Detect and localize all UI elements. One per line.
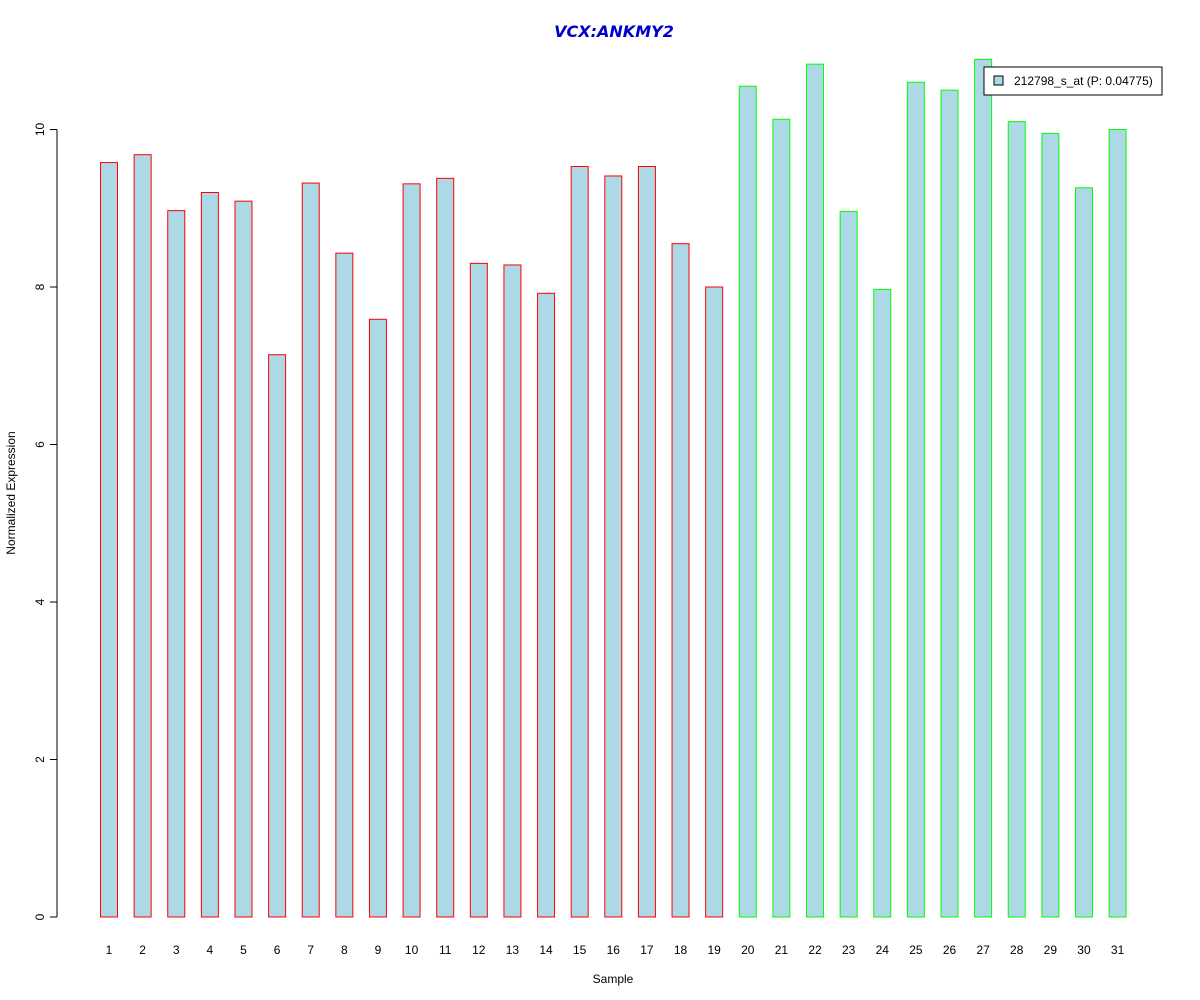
bar-sample-8 (335, 252, 354, 918)
bars-group (100, 58, 1127, 918)
bar-sample-12 (469, 262, 488, 918)
x-tick-label: 14 (539, 943, 553, 957)
bar-sample-17 (637, 166, 656, 918)
y-tick-label: 6 (33, 441, 47, 448)
x-tick-label: 4 (207, 943, 214, 957)
bar-sample-9 (368, 318, 387, 918)
x-tick-label: 12 (472, 943, 486, 957)
legend-box (983, 66, 1163, 96)
x-tick-label: 19 (707, 943, 721, 957)
x-tick-label: 20 (741, 943, 755, 957)
y-tick-label: 8 (33, 283, 47, 290)
x-tick-label: 26 (943, 943, 957, 957)
bar-sample-1 (100, 162, 118, 918)
bar-sample-7 (301, 182, 320, 918)
x-tick-label: 8 (341, 943, 348, 957)
bar-sample-19 (705, 286, 724, 918)
bar-sample-5 (234, 200, 253, 918)
x-tick-label: 29 (1044, 943, 1058, 957)
bar-sample-27 (974, 58, 993, 918)
y-tick-label: 4 (33, 598, 47, 605)
x-tick-label: 23 (842, 943, 856, 957)
x-tick-label: 5 (240, 943, 247, 957)
bar-sample-25 (906, 81, 925, 918)
bar-sample-30 (1074, 187, 1093, 918)
x-tick-label: 16 (607, 943, 621, 957)
legend-swatch (993, 75, 1004, 86)
bar-sample-23 (839, 210, 858, 918)
bar-sample-14 (537, 292, 556, 918)
x-tick-label: 27 (976, 943, 990, 957)
bar-sample-4 (200, 192, 219, 918)
bar-sample-11 (436, 177, 455, 918)
legend: 212798_s_at (P: 0.04775) (983, 66, 1163, 96)
x-tick-label: 17 (640, 943, 654, 957)
bar-sample-24 (873, 288, 892, 918)
bar-sample-28 (1007, 121, 1026, 918)
x-tick-label: 2 (139, 943, 146, 957)
bar-sample-18 (671, 243, 690, 918)
y-axis-label: Normalized Expression (4, 431, 18, 554)
bar-sample-16 (604, 175, 623, 918)
x-tick-label: 25 (909, 943, 923, 957)
bar-sample-29 (1041, 132, 1060, 918)
bar-sample-13 (503, 264, 522, 918)
x-tick-label: 3 (173, 943, 180, 957)
x-tick-label: 10 (405, 943, 419, 957)
y-tick-label: 10 (33, 123, 47, 137)
legend-label: 212798_s_at (P: 0.04775) (1014, 74, 1153, 88)
bar-sample-6 (268, 354, 287, 918)
bar-sample-3 (167, 210, 186, 918)
bar-sample-15 (570, 166, 589, 918)
x-tick-label: 30 (1077, 943, 1091, 957)
x-tick-label: 11 (439, 943, 452, 957)
x-tick-label: 7 (307, 943, 314, 957)
x-tick-label: 24 (876, 943, 890, 957)
y-tick-label: 0 (33, 913, 47, 920)
x-tick-label: 22 (808, 943, 822, 957)
x-tick-label: 13 (506, 943, 520, 957)
bar-sample-2 (133, 154, 152, 918)
bar-sample-26 (940, 89, 959, 918)
x-tick-label: 15 (573, 943, 587, 957)
x-tick-label: 1 (106, 943, 113, 957)
x-tick-labels: 1 2 3 4 5 6 7 8 9 10 11 12 13 14 15 16 17 18 19 20 21 22 23 24 2… (106, 943, 1125, 957)
x-tick-label: 6 (274, 943, 281, 957)
bar-sample-31 (1108, 129, 1127, 918)
bar-sample-20 (738, 85, 757, 918)
chart-title: VCX:ANKMY2 (554, 22, 674, 41)
x-tick-label: 21 (775, 943, 789, 957)
x-tick-label: 31 (1111, 943, 1125, 957)
y-tick-label: 2 (33, 756, 47, 763)
x-tick-label: 28 (1010, 943, 1024, 957)
bar-sample-22 (806, 63, 825, 918)
bar-sample-21 (772, 118, 791, 918)
x-tick-label: 18 (674, 943, 688, 957)
y-axis: 0 2 4 6 8 10 (33, 123, 58, 920)
x-tick-label: 9 (375, 943, 382, 957)
x-axis-label: Sample (593, 972, 634, 986)
bar-sample-10 (402, 183, 421, 918)
